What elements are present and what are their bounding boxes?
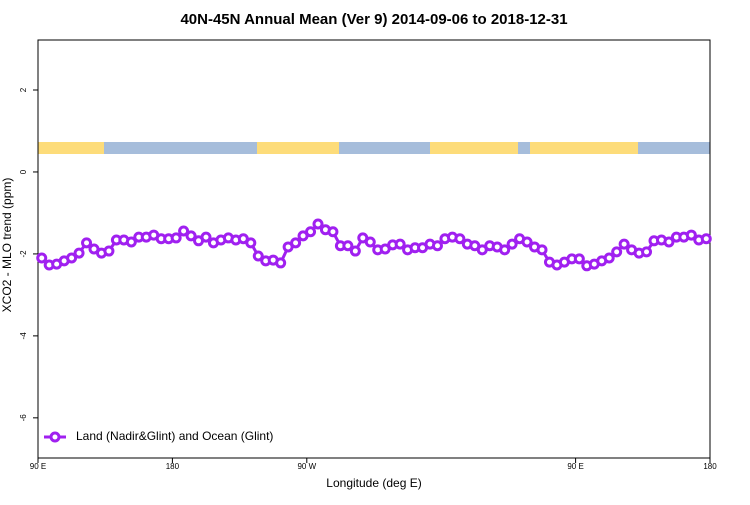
data-point — [327, 226, 339, 238]
y-tick-label: 2 — [19, 87, 28, 92]
x-tick-label: 90 E — [567, 462, 583, 471]
data-point — [245, 237, 257, 249]
data-point — [521, 236, 533, 248]
plot-frame — [37, 39, 711, 459]
x-tick-label: 90 E — [30, 462, 46, 471]
y-tick-label: -6 — [19, 414, 28, 422]
data-point — [431, 240, 443, 252]
data-point — [603, 252, 615, 264]
data-point — [170, 232, 182, 244]
x-tick-label: 180 — [703, 462, 717, 471]
data-point — [73, 247, 85, 259]
data-point — [618, 238, 630, 250]
data-point — [506, 238, 518, 250]
y-tick-label: -4 — [19, 332, 28, 340]
data-point — [364, 236, 376, 248]
data-point — [81, 237, 93, 249]
data-point — [312, 218, 324, 230]
land — [38, 142, 104, 154]
y-tick-label: 0 — [19, 169, 28, 174]
data-point — [275, 257, 287, 269]
data-point — [454, 233, 466, 245]
data-point — [611, 246, 623, 258]
data-point — [349, 245, 361, 257]
data-point — [36, 252, 48, 264]
land — [257, 142, 339, 154]
y-axis-label: XCO2 - MLO trend (ppm) — [0, 178, 14, 313]
data-point — [394, 238, 406, 250]
land-ocean-strip — [38, 142, 710, 154]
data-point — [663, 236, 675, 248]
data-point — [185, 230, 197, 242]
data-point — [66, 252, 78, 264]
x-tick-label: 180 — [166, 462, 180, 471]
data-point — [685, 229, 697, 241]
data-point — [305, 226, 317, 238]
data-point — [499, 244, 511, 256]
x-axis-label: Longitude (deg E) — [326, 476, 421, 490]
legend-label: Land (Nadir&Glint) and Ocean (Glint) — [76, 429, 273, 443]
data-point — [252, 250, 264, 262]
data-point — [536, 244, 548, 256]
data-point — [200, 231, 212, 243]
data-point — [641, 246, 653, 258]
chart-title: 40N-45N Annual Mean (Ver 9) 2014-09-06 t… — [180, 11, 567, 28]
data-point — [290, 237, 302, 249]
data-point — [342, 240, 354, 252]
legend-marker — [49, 431, 61, 443]
data-point — [125, 236, 137, 248]
land — [430, 142, 518, 154]
land — [530, 142, 638, 154]
data-point — [178, 225, 190, 237]
data-point — [700, 233, 712, 245]
data-point — [103, 245, 115, 257]
data-point — [573, 253, 585, 265]
y-tick-label: -2 — [19, 250, 28, 258]
x-tick-label: 90 W — [297, 462, 316, 471]
